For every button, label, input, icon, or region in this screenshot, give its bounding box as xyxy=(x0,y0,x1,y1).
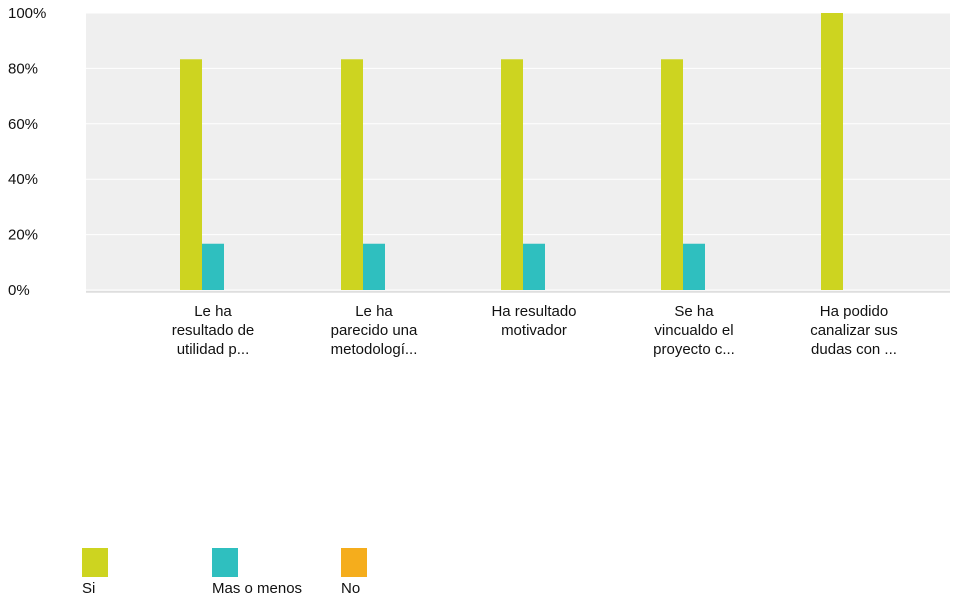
bar-si xyxy=(501,59,523,290)
x-category-label: Ha resultado motivador xyxy=(491,303,576,339)
y-tick-label: 40% xyxy=(8,171,38,188)
y-tick-label: 100% xyxy=(8,5,46,22)
bar-si xyxy=(180,59,202,290)
plot-area: 0% 20% 40% 60% 80% 100% Le ha resultado de utili… xyxy=(8,5,950,358)
y-tick-label: 60% xyxy=(8,116,38,133)
legend-swatch-mas-o-menos xyxy=(212,548,238,577)
bar-si xyxy=(661,59,683,290)
x-category-label: Se ha vincualdo el proyecto c... xyxy=(653,303,735,358)
x-category-label: Le ha parecido una metodologí... xyxy=(331,303,418,358)
bar-si xyxy=(341,59,363,290)
legend-swatch-no xyxy=(341,548,367,577)
x-category-label: Le ha resultado de utilidad p... xyxy=(172,303,255,358)
legend-label-si: Si xyxy=(82,580,96,597)
bar-mas-o-menos xyxy=(683,243,705,290)
y-tick-label: 0% xyxy=(8,282,30,299)
bar-mas-o-menos xyxy=(363,243,385,290)
legend-label-no: No xyxy=(341,580,361,597)
bar-mas-o-menos xyxy=(202,243,224,290)
y-tick-label: 80% xyxy=(8,60,38,77)
legend-label-mas-o-menos: Mas o menos xyxy=(212,580,303,597)
bar-mas-o-menos xyxy=(523,243,545,290)
legend-swatch-si xyxy=(82,548,108,577)
y-tick-label: 20% xyxy=(8,227,38,244)
x-category-label: Ha podido canalizar sus dudas con ... xyxy=(810,303,898,358)
bar-si xyxy=(821,13,843,290)
